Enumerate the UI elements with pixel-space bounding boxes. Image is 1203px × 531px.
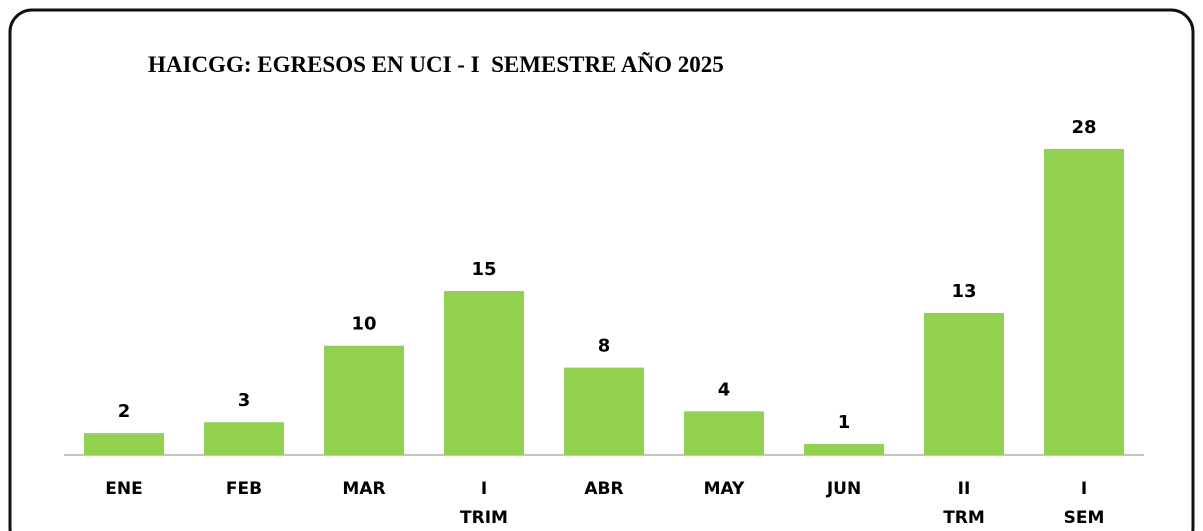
bar	[324, 345, 404, 455]
bar	[84, 433, 164, 455]
bar	[804, 444, 884, 455]
bar	[444, 291, 524, 455]
x-tick-label: I SEM	[1064, 479, 1105, 528]
x-tick-label: JUN	[826, 479, 861, 499]
bar	[204, 422, 284, 455]
bar	[1044, 149, 1124, 455]
bar	[924, 312, 1004, 455]
value-label: 28	[1071, 117, 1096, 138]
value-label: 3	[238, 390, 251, 411]
x-tick-label: ABR	[584, 479, 623, 499]
x-tick-label: MAY	[704, 479, 745, 499]
bar	[684, 411, 764, 455]
chart-title: HAICGG: EGRESOS EN UCI - I SEMESTRE AÑO …	[148, 52, 724, 77]
value-label: 4	[718, 379, 731, 400]
value-label: 15	[471, 259, 496, 280]
bar	[564, 367, 644, 455]
x-tick-label: MAR	[342, 479, 385, 499]
value-label: 10	[351, 314, 376, 335]
x-tick-label: I TRIM	[460, 479, 508, 528]
value-label: 13	[951, 281, 976, 302]
value-label: 2	[118, 401, 131, 422]
chart-frame	[8, 8, 1195, 531]
x-tick-label: FEB	[226, 479, 262, 499]
value-label: 1	[838, 412, 851, 433]
x-tick-label: II TRM	[943, 479, 985, 528]
x-tick-label: ENE	[105, 479, 142, 499]
value-label: 8	[598, 336, 611, 357]
